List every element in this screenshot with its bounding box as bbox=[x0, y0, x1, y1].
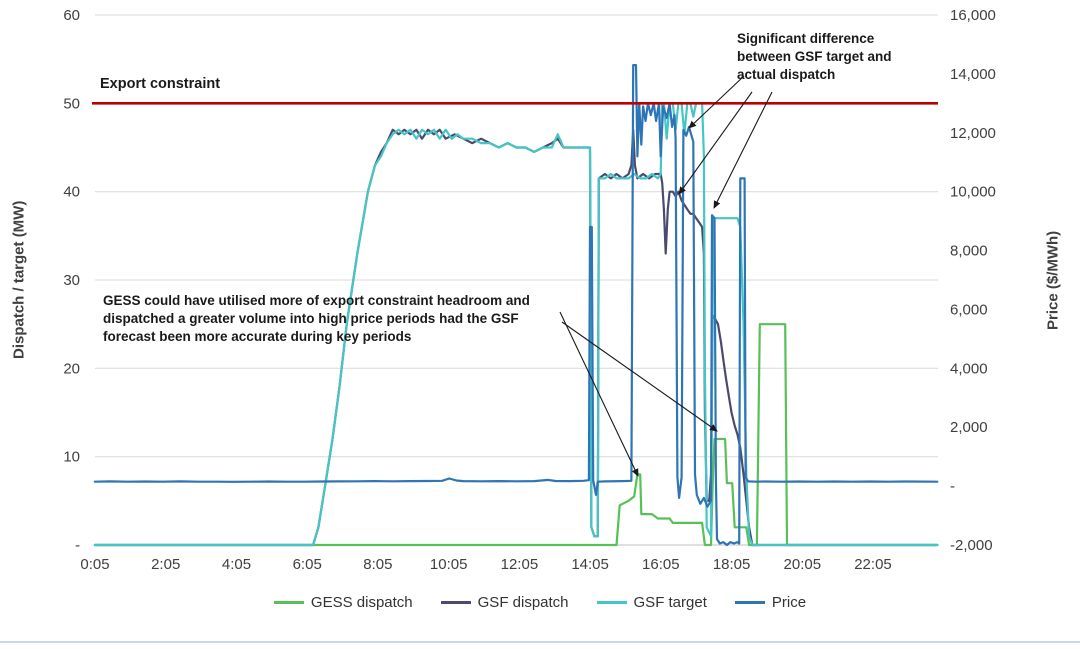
y-right-tick-label: -2,000 bbox=[950, 537, 993, 554]
x-tick-label: 4:05 bbox=[222, 556, 251, 573]
x-tick-label: 18:05 bbox=[713, 556, 751, 573]
x-tick-label: 16:05 bbox=[642, 556, 680, 573]
right-axis-title: Price ($/MWh) bbox=[1044, 230, 1062, 330]
legend-swatch-gess-dispatch bbox=[273, 601, 304, 604]
y-right-tick-label: 8,000 bbox=[950, 243, 988, 260]
y-left-tick-label: 60 bbox=[63, 7, 80, 24]
y-left-tick-label: 10 bbox=[63, 449, 80, 466]
legend-item-gsf-target: GSF target bbox=[596, 594, 707, 611]
x-tick-label: 6:05 bbox=[293, 556, 322, 573]
legend-swatch-gsf-dispatch bbox=[440, 601, 471, 604]
legend-label-price: Price bbox=[771, 594, 807, 611]
series-line-gess-dispatch bbox=[93, 323, 939, 547]
export-constraint-label: Export constraint bbox=[100, 76, 221, 92]
y-right-tick-label: 12,000 bbox=[950, 125, 996, 142]
legend-label-gess-dispatch: GESS dispatch bbox=[310, 594, 413, 611]
y-left-tick-label: 30 bbox=[63, 272, 80, 289]
x-tick-label: 12:05 bbox=[501, 556, 539, 573]
bottom-divider bbox=[0, 641, 1080, 643]
y-right-tick-label: 2,000 bbox=[950, 419, 988, 436]
series-line-price bbox=[93, 63, 939, 547]
legend-swatch-price bbox=[734, 601, 765, 604]
y-right-tick-label: 6,000 bbox=[950, 301, 988, 318]
x-tick-label: 14:05 bbox=[571, 556, 609, 573]
annotation-arrow bbox=[559, 311, 639, 477]
annotation-arrow bbox=[561, 321, 718, 432]
y-left-tick-label: 20 bbox=[63, 360, 80, 377]
legend-item-price: Price bbox=[734, 594, 807, 611]
annotation-arrow bbox=[688, 75, 745, 129]
annotation-arrow bbox=[713, 91, 773, 209]
x-tick-label: 20:05 bbox=[784, 556, 822, 573]
y-right-tick-label: 14,000 bbox=[950, 66, 996, 83]
y-left-tick-label: 50 bbox=[63, 95, 80, 112]
y-right-tick-label: 4,000 bbox=[950, 360, 988, 377]
x-tick-label: 22:05 bbox=[854, 556, 892, 573]
legend: GESS dispatch GSF dispatch GSF target Price bbox=[0, 594, 1080, 611]
x-tick-label: 10:05 bbox=[430, 556, 468, 573]
legend-item-gess-dispatch: GESS dispatch bbox=[273, 594, 413, 611]
x-tick-label: 8:05 bbox=[363, 556, 392, 573]
x-tick-label: 0:05 bbox=[80, 556, 109, 573]
legend-label-gsf-dispatch: GSF dispatch bbox=[477, 594, 569, 611]
legend-label-gsf-target: GSF target bbox=[633, 594, 707, 611]
legend-swatch-gsf-target bbox=[596, 601, 627, 604]
y-right-tick-label: - bbox=[950, 478, 955, 495]
y-right-tick-label: 16,000 bbox=[950, 7, 996, 24]
left-axis-title: Dispatch / target (MW) bbox=[10, 200, 28, 360]
y-left-tick-label: - bbox=[75, 537, 80, 554]
y-left-tick-label: 40 bbox=[63, 184, 80, 201]
series-line-gsf-dispatch bbox=[93, 128, 939, 547]
annotation-arrow bbox=[678, 91, 753, 195]
annotation-significant-difference: Significant difference between GSF targe… bbox=[737, 31, 892, 82]
x-tick-label: 2:05 bbox=[151, 556, 180, 573]
legend-item-gsf-dispatch: GSF dispatch bbox=[440, 594, 569, 611]
annotation-gess-headroom: GESS could have utilised more of export … bbox=[103, 293, 530, 344]
series-line-gsf-target bbox=[93, 102, 939, 547]
y-right-tick-label: 10,000 bbox=[950, 184, 996, 201]
